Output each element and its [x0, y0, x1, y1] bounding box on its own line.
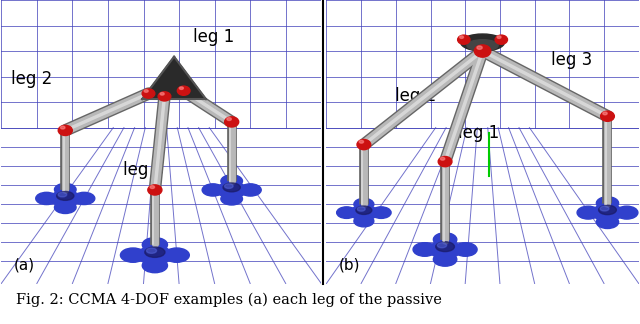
Ellipse shape: [158, 92, 171, 101]
Polygon shape: [142, 57, 206, 99]
Ellipse shape: [433, 253, 457, 266]
Ellipse shape: [460, 36, 463, 39]
Ellipse shape: [436, 242, 454, 252]
Ellipse shape: [57, 191, 74, 200]
Ellipse shape: [58, 125, 72, 135]
Ellipse shape: [142, 237, 168, 252]
Ellipse shape: [437, 243, 447, 248]
Ellipse shape: [73, 192, 95, 204]
Ellipse shape: [598, 205, 616, 214]
Ellipse shape: [150, 186, 155, 189]
Ellipse shape: [147, 248, 157, 253]
Ellipse shape: [227, 118, 232, 121]
Ellipse shape: [603, 112, 607, 115]
Ellipse shape: [54, 183, 76, 196]
Ellipse shape: [354, 198, 374, 210]
Ellipse shape: [458, 35, 470, 44]
Ellipse shape: [495, 35, 508, 44]
Ellipse shape: [54, 201, 76, 214]
Ellipse shape: [148, 185, 162, 195]
Text: (b): (b): [339, 257, 360, 272]
Ellipse shape: [577, 206, 599, 219]
Text: leg 2: leg 2: [11, 70, 52, 88]
Ellipse shape: [440, 157, 445, 160]
Text: Fig. 2: CCMA 4-DOF examples (a) each leg of the passive: Fig. 2: CCMA 4-DOF examples (a) each leg…: [16, 293, 442, 307]
Ellipse shape: [225, 117, 239, 127]
Ellipse shape: [202, 184, 224, 196]
Ellipse shape: [144, 90, 148, 92]
Ellipse shape: [497, 36, 501, 39]
Ellipse shape: [179, 87, 184, 89]
Ellipse shape: [438, 156, 452, 167]
Ellipse shape: [596, 215, 619, 228]
Ellipse shape: [145, 247, 165, 257]
Text: leg 3: leg 3: [551, 51, 593, 69]
Ellipse shape: [474, 45, 491, 57]
Ellipse shape: [616, 206, 638, 219]
Ellipse shape: [357, 207, 365, 211]
Ellipse shape: [600, 111, 614, 122]
Text: leg 1: leg 1: [193, 28, 234, 46]
Ellipse shape: [221, 175, 243, 187]
Ellipse shape: [454, 243, 477, 256]
Text: (a): (a): [14, 257, 35, 272]
Ellipse shape: [142, 259, 168, 273]
Ellipse shape: [221, 193, 243, 205]
Ellipse shape: [593, 204, 622, 221]
Ellipse shape: [359, 140, 364, 143]
Ellipse shape: [225, 184, 233, 189]
Ellipse shape: [60, 126, 65, 129]
Ellipse shape: [142, 89, 155, 98]
Ellipse shape: [433, 233, 457, 246]
Text: leg 2: leg 2: [395, 87, 436, 105]
Ellipse shape: [337, 207, 356, 218]
Ellipse shape: [58, 192, 67, 197]
Ellipse shape: [354, 215, 374, 227]
Ellipse shape: [160, 93, 164, 95]
Ellipse shape: [36, 192, 58, 204]
Ellipse shape: [429, 240, 461, 259]
Ellipse shape: [351, 205, 377, 220]
Ellipse shape: [164, 248, 189, 262]
Ellipse shape: [223, 183, 241, 192]
Ellipse shape: [51, 190, 80, 207]
Ellipse shape: [413, 243, 436, 256]
Ellipse shape: [596, 197, 619, 210]
Ellipse shape: [120, 248, 146, 262]
Text: leg 1: leg 1: [458, 124, 499, 142]
Ellipse shape: [177, 86, 190, 95]
Ellipse shape: [477, 46, 482, 49]
Ellipse shape: [357, 139, 371, 150]
Ellipse shape: [600, 206, 609, 211]
Ellipse shape: [239, 184, 261, 196]
Ellipse shape: [461, 34, 504, 51]
Ellipse shape: [217, 182, 246, 198]
Text: leg 3: leg 3: [123, 161, 164, 179]
Ellipse shape: [138, 246, 172, 265]
Ellipse shape: [371, 207, 391, 218]
Ellipse shape: [467, 40, 498, 51]
Ellipse shape: [356, 206, 372, 214]
